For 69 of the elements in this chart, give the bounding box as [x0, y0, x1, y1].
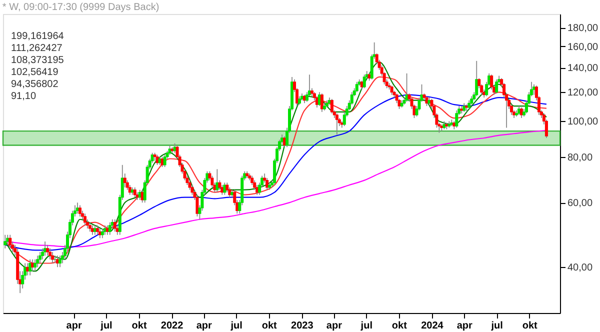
annotation: 102,56419 [11, 67, 59, 78]
candlestick [100, 228, 104, 239]
y-tick-label: 120,00 [568, 88, 599, 99]
candlestick [4, 234, 7, 249]
candlestick [320, 93, 324, 112]
annotation: 111,262427 [11, 43, 63, 54]
annotation: 91,10 [11, 91, 36, 102]
y-tick-label: 180,00 [568, 23, 599, 34]
candlestick [390, 85, 394, 96]
candlestick [108, 222, 112, 236]
candlestick [475, 60, 478, 97]
x-tick-label: okt [522, 320, 538, 332]
candlestick [28, 258, 32, 276]
candlestick [128, 184, 132, 196]
candlestick [83, 213, 86, 226]
annotation: 199,161964 [11, 31, 64, 42]
x-tick-label: 2022 [160, 320, 184, 332]
candlestick [88, 222, 92, 232]
candlestick [228, 186, 232, 198]
x-tick-label: okt [392, 320, 408, 332]
x-tick-label: apr [196, 320, 212, 332]
y-tick-label: 80,00 [568, 152, 593, 164]
candlestick [38, 252, 42, 264]
x-tick-label: jul [360, 320, 373, 332]
candlestick [46, 244, 50, 256]
candlestick [223, 182, 226, 196]
candlestick [103, 224, 106, 236]
candlestick [36, 255, 40, 268]
chart-title: * W, 09:00-17:30 (9999 Days Back) [2, 2, 160, 13]
candlestick [133, 186, 136, 198]
candlestick [51, 252, 54, 264]
x-tick-label: apr [66, 320, 82, 332]
candlestick [330, 98, 334, 114]
y-tick-label: 40,00 [568, 262, 593, 274]
y-tick-label: 60,00 [568, 198, 593, 210]
x-tick-label: apr [326, 320, 342, 332]
candlestick [34, 258, 37, 272]
candlestick [90, 224, 94, 236]
candlestick [335, 112, 338, 135]
candlestick [78, 204, 82, 217]
x-tick-label: 2023 [291, 320, 314, 332]
candlestick [76, 202, 79, 214]
y-tick-label: 160,00 [568, 42, 599, 53]
y-tick-label: 140,00 [568, 63, 599, 74]
candlestick [196, 194, 199, 217]
candlestick [93, 224, 96, 236]
x-tick-label: okt [262, 320, 278, 332]
candlestick [163, 154, 166, 168]
x-tick-label: okt [132, 320, 148, 332]
annotation: 94,356802 [11, 79, 59, 90]
y-tick-label: 100,00 [568, 116, 599, 128]
x-tick-label: jul [100, 320, 113, 332]
candlestick [58, 255, 62, 268]
candlestick [8, 234, 12, 249]
candlestick [425, 96, 428, 106]
candlestick [495, 78, 498, 94]
candlestick [48, 248, 52, 260]
candlestick [106, 224, 109, 236]
x-tick-label: jul [490, 320, 504, 332]
candlestick [96, 224, 99, 236]
candlestick [44, 241, 47, 256]
candlestick [455, 110, 458, 128]
annotation: 108,373195 [11, 55, 64, 66]
candlestick [362, 74, 366, 89]
x-tick-label: jul [230, 320, 243, 332]
x-tick-label: 2024 [421, 320, 444, 332]
candlestick [113, 218, 116, 232]
x-tick-label: apr [456, 320, 473, 332]
candlestick [355, 81, 358, 93]
